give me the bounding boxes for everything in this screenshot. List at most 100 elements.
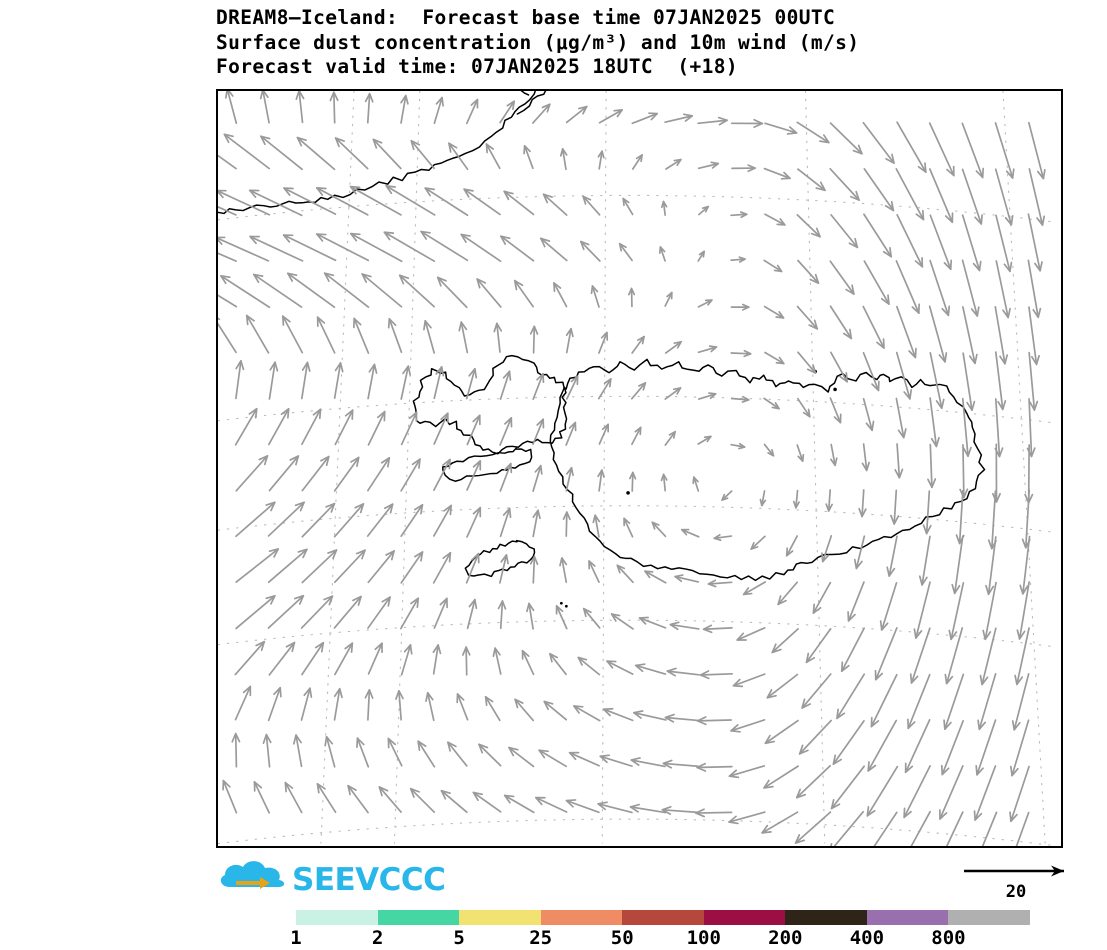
wind-vector-head — [411, 458, 421, 469]
wind-vector — [565, 105, 588, 124]
wind-vector — [315, 233, 370, 262]
wind-vector-head — [753, 118, 764, 128]
wind-vector-head — [973, 810, 983, 821]
wind-vector — [797, 351, 817, 374]
wind-vector-head — [559, 148, 568, 157]
wind-vector-head — [385, 550, 395, 561]
wind-vector-head — [736, 632, 747, 641]
wind-vector — [888, 535, 898, 577]
seevccc-logo[interactable]: SEEVCCC — [216, 857, 446, 901]
wind-vector — [267, 594, 305, 629]
wind-vector — [456, 693, 469, 721]
wind-vector — [1013, 673, 1030, 731]
wind-vector-head — [1003, 261, 1013, 273]
wind-vector — [499, 600, 504, 630]
wind-vector-head — [930, 436, 940, 448]
wind-vector — [777, 581, 798, 606]
wind-vector — [696, 719, 733, 722]
wind-vector — [1018, 581, 1030, 640]
wind-vector — [631, 112, 659, 125]
wind-vector — [664, 430, 676, 446]
wind-vector — [761, 811, 799, 834]
wind-vector-head — [503, 462, 513, 474]
wind-vector-head — [493, 322, 503, 333]
wind-vector — [796, 305, 819, 330]
wind-vector — [697, 119, 728, 125]
wind-vector — [532, 418, 545, 446]
wind-vector-head — [372, 138, 383, 149]
wind-vector — [680, 528, 700, 538]
wind-vector-head — [810, 227, 821, 238]
wind-vector-head — [673, 340, 682, 349]
wind-vector — [333, 503, 365, 538]
wind-vector-head — [590, 285, 599, 295]
wind-vector-head — [616, 564, 626, 574]
wind-vector-head — [750, 541, 759, 550]
wind-vector — [249, 235, 304, 262]
wind-vector — [874, 627, 898, 681]
wind-vector — [896, 121, 927, 173]
wind-vector — [861, 489, 865, 518]
colorbar-tick-labels: 1 2 5 25 50 100 200 400 800 — [290, 927, 1030, 949]
wind-vector — [921, 535, 931, 586]
wind-vector — [697, 162, 720, 170]
wind-vector-head — [613, 109, 624, 118]
wind-vector-head — [886, 566, 896, 577]
wind-vector — [798, 719, 833, 755]
wind-vector — [235, 501, 276, 538]
wind-vector — [907, 673, 931, 730]
wind-vector-head — [707, 579, 717, 588]
wind-vector-head — [1019, 584, 1029, 595]
wind-vector-head — [526, 602, 535, 613]
wind-vector-head — [435, 96, 444, 107]
wind-vector — [333, 456, 360, 492]
forecast-map[interactable] — [216, 89, 1063, 848]
wind-vector-head — [660, 200, 668, 209]
wind-vector — [267, 548, 308, 584]
wind-vector-head — [408, 411, 418, 423]
gridline-parallel — [218, 395, 1055, 424]
wind-vector — [268, 455, 300, 492]
wind-vector — [598, 331, 608, 354]
wind-vector — [245, 314, 270, 354]
wind-vector-head — [833, 413, 842, 424]
wind-vector-head — [570, 375, 579, 386]
wind-vector — [945, 627, 964, 685]
wind-vector-head — [1009, 811, 1018, 823]
wind-vector — [265, 733, 271, 768]
dust-colorbar[interactable]: 1 2 5 25 50 100 200 400 800 — [290, 910, 1036, 950]
wind-vector-head — [732, 678, 744, 688]
wind-vector — [378, 786, 402, 813]
wind-vector — [702, 627, 733, 631]
wind-vector-head — [463, 188, 474, 198]
wind-vector — [268, 641, 296, 676]
wind-vector-head — [601, 423, 609, 433]
wind-vector-head — [849, 190, 860, 201]
wind-vector-head — [508, 746, 519, 757]
wind-vector — [929, 214, 952, 271]
wind-vector — [476, 278, 502, 308]
colorbar-segment — [866, 910, 949, 925]
wind-vector — [513, 279, 534, 308]
wind-vector-head — [662, 759, 673, 769]
wind-vector-head — [975, 764, 984, 776]
wind-vector-head — [944, 212, 954, 224]
wind-vector — [465, 646, 468, 676]
wind-vector — [669, 623, 700, 630]
wind-vector-head — [775, 356, 785, 365]
wind-vector — [659, 246, 666, 262]
wind-vector — [485, 143, 501, 170]
wind-vector — [895, 168, 925, 221]
wind-vector-head — [293, 594, 305, 605]
wind-vector-head — [423, 319, 432, 331]
wind-vector-head — [867, 761, 877, 772]
wind-vector — [523, 144, 534, 170]
wind-vector-head — [922, 524, 932, 535]
wind-vector — [420, 230, 469, 262]
wind-vector — [222, 779, 238, 814]
wind-vector — [1027, 213, 1041, 272]
wind-vector — [555, 605, 568, 630]
wind-vector-head — [245, 314, 255, 326]
wind-vector — [499, 417, 513, 446]
wind-vector-head — [865, 420, 875, 432]
